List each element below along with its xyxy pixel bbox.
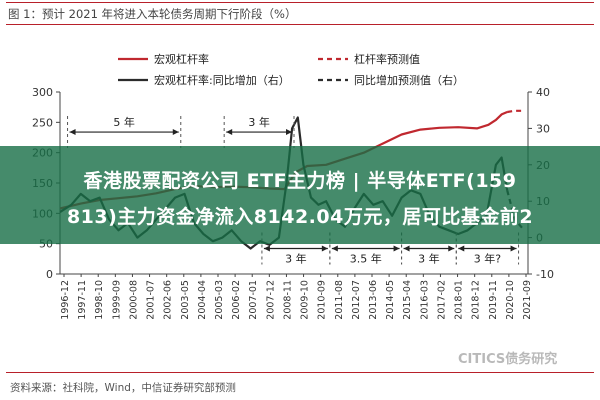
x-tick-label: 2005-03 xyxy=(214,280,225,320)
annotation-arrowhead-right xyxy=(448,245,455,252)
banner-line-1: 香港股票配资公司 ETF主力榜 | 半导体ETF(159 xyxy=(83,170,517,192)
annotation-label: 5 年 xyxy=(113,115,135,129)
series-line xyxy=(507,109,525,114)
x-tick-label: 2015-04 xyxy=(402,280,413,320)
x-tick-label: 2016-03 xyxy=(419,280,430,320)
x-tick-label: 2019-11 xyxy=(488,280,499,320)
x-tick-label: 1996-12 xyxy=(60,280,71,320)
annotation-arrowhead-right xyxy=(393,245,400,252)
x-tick-label: 1998-10 xyxy=(94,280,105,320)
figure-title: 图 1：预计 2021 年将进入本轮债务周期下行阶段（%） xyxy=(8,7,297,21)
annotation-arrowhead-left xyxy=(458,245,465,252)
x-tick-label: 1997-11 xyxy=(77,280,88,320)
right-tick-label: 40 xyxy=(536,86,550,99)
x-tick-label: 2006-02 xyxy=(231,280,242,320)
x-tick-label: 2008-11 xyxy=(282,280,293,320)
x-tick-label: 2007-01 xyxy=(248,280,259,320)
x-tick-label: 2001-07 xyxy=(146,280,157,320)
annotation-arrowhead-left xyxy=(403,245,410,252)
left-tick-label: 0 xyxy=(46,268,53,281)
annotation-label: 3 年 xyxy=(418,252,440,266)
annotation-arrowhead-left xyxy=(331,245,338,252)
source-note: 资料来源：社科院，Wind，中信证券研究部预测 xyxy=(10,382,236,394)
x-tick-label: 2013-06 xyxy=(368,280,379,320)
annotation-label: 3 年 xyxy=(285,252,307,266)
annotation-arrowhead-right xyxy=(286,129,292,136)
x-tick-label: 2018-12 xyxy=(471,280,482,320)
annotation-label: 3 年 xyxy=(248,115,270,129)
banner-line-2: 813)主力资金净流入8142.04万元，居可比基金前2 xyxy=(66,206,534,228)
left-tick-label: 250 xyxy=(32,116,53,129)
x-tick-label: 2011-08 xyxy=(334,280,345,320)
x-tick-label: 2002-06 xyxy=(163,280,174,320)
annotation-label: 3 年? xyxy=(474,252,501,266)
legend-label: 杠杆率预测值 xyxy=(354,52,420,66)
legend-label: 宏观杠杆率:同比增加（右） xyxy=(154,73,290,87)
annotation-arrowhead-left xyxy=(69,129,76,136)
x-tick-label: 2003-05 xyxy=(180,280,191,320)
annotation-arrowhead-right xyxy=(510,245,517,252)
right-tick-label: -10 xyxy=(536,268,554,281)
legend-label: 同比增加预测值（右） xyxy=(354,73,464,87)
annotation-arrowhead-left xyxy=(263,245,270,252)
x-tick-label: 2014-05 xyxy=(385,280,396,320)
title-rule-bottom xyxy=(6,24,594,25)
x-tick-label: 1999-09 xyxy=(111,280,122,320)
annotation-arrowhead-left xyxy=(226,129,233,136)
left-tick-label: 300 xyxy=(32,86,53,99)
x-tick-label: 2021-09 xyxy=(522,280,533,320)
title-rule-top xyxy=(6,2,594,3)
source-rule xyxy=(6,372,594,373)
watermark-text: CITICS债务研究 xyxy=(458,352,558,367)
overlay-banner[interactable]: 香港股票配资公司 ETF主力榜 | 半导体ETF(159 813)主力资金净流入… xyxy=(0,146,600,244)
x-tick-label: 2020-10 xyxy=(505,280,516,320)
x-tick-label: 2000-08 xyxy=(128,280,139,320)
x-tick-label: 2009-10 xyxy=(300,280,311,320)
x-tick-label: 2007-12 xyxy=(265,280,276,320)
legend-label: 宏观杠杆率 xyxy=(154,52,209,66)
x-tick-label: 2018-01 xyxy=(454,280,465,320)
right-tick-label: 30 xyxy=(536,122,550,135)
annotation-arrowhead-right xyxy=(321,245,328,252)
x-tick-label: 2017-02 xyxy=(436,280,447,320)
x-tick-label: 2004-04 xyxy=(197,280,208,320)
x-tick-label: 2012-07 xyxy=(351,280,362,320)
x-tick-label: 2010-09 xyxy=(317,280,328,320)
annotation-arrowhead-right xyxy=(172,129,179,136)
annotation-label: 3.5 年 xyxy=(350,252,382,266)
